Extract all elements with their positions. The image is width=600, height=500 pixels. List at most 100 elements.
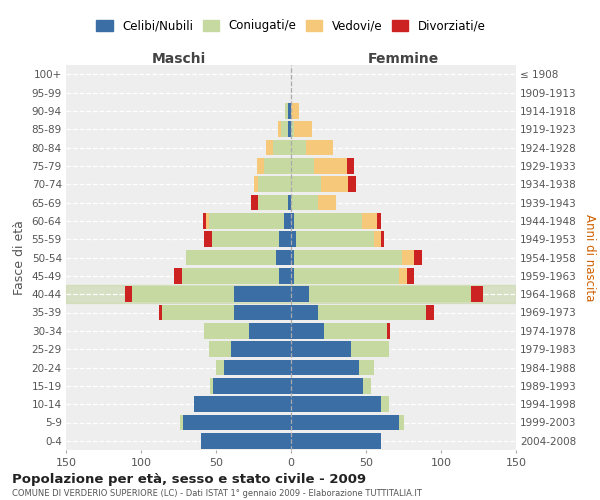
Bar: [264, 158, 291, 174]
Bar: [231, 342, 291, 357]
Y-axis label: Anni di nascita: Anni di nascita: [583, 214, 596, 301]
Bar: [291, 286, 309, 302]
Bar: [203, 213, 205, 228]
Bar: [125, 286, 132, 302]
Bar: [291, 232, 296, 247]
Bar: [291, 378, 363, 394]
Bar: [348, 176, 355, 192]
Bar: [209, 213, 284, 228]
Bar: [276, 250, 291, 266]
Y-axis label: Fasce di età: Fasce di età: [13, 220, 26, 295]
Bar: [281, 122, 288, 137]
Bar: [296, 232, 373, 247]
Bar: [291, 396, 381, 412]
Bar: [174, 268, 182, 283]
Bar: [294, 122, 312, 137]
Bar: [347, 158, 354, 174]
Bar: [318, 304, 426, 320]
Bar: [285, 103, 288, 118]
Bar: [321, 176, 348, 192]
Bar: [212, 232, 279, 247]
Bar: [291, 250, 294, 266]
Bar: [291, 342, 351, 357]
Bar: [182, 268, 279, 283]
Bar: [377, 213, 381, 228]
Text: Maschi: Maschi: [151, 52, 206, 66]
Bar: [291, 140, 306, 156]
Bar: [183, 414, 291, 430]
Bar: [279, 232, 291, 247]
Bar: [201, 433, 291, 448]
Bar: [162, 304, 234, 320]
Bar: [251, 194, 258, 210]
Bar: [426, 304, 433, 320]
Bar: [414, 250, 421, 266]
Bar: [258, 176, 291, 192]
Bar: [216, 360, 223, 376]
Bar: [209, 342, 231, 357]
Bar: [258, 194, 288, 210]
Bar: [66, 285, 516, 304]
Bar: [359, 360, 373, 376]
Bar: [132, 286, 234, 302]
Bar: [159, 304, 162, 320]
Bar: [351, 342, 389, 357]
Bar: [306, 140, 333, 156]
Bar: [204, 323, 249, 338]
Bar: [381, 396, 389, 412]
Bar: [213, 378, 291, 394]
Bar: [210, 378, 213, 394]
Bar: [291, 213, 294, 228]
Bar: [254, 176, 258, 192]
Bar: [407, 268, 414, 283]
Bar: [291, 122, 294, 137]
Bar: [399, 414, 404, 430]
Bar: [471, 286, 483, 302]
Bar: [291, 414, 399, 430]
Bar: [291, 194, 318, 210]
Bar: [291, 323, 324, 338]
Bar: [291, 433, 381, 448]
Bar: [318, 194, 336, 210]
Bar: [291, 360, 359, 376]
Text: Femmine: Femmine: [368, 52, 439, 66]
Bar: [257, 158, 264, 174]
Bar: [294, 250, 402, 266]
Bar: [291, 158, 314, 174]
Text: COMUNE DI VERDERIO SUPERIORE (LC) - Dati ISTAT 1° gennaio 2009 - Elaborazione TU: COMUNE DI VERDERIO SUPERIORE (LC) - Dati…: [12, 489, 422, 498]
Bar: [309, 286, 471, 302]
Bar: [324, 323, 387, 338]
Legend: Celibi/Nubili, Coniugati/e, Vedovi/e, Divorziati/e: Celibi/Nubili, Coniugati/e, Vedovi/e, Di…: [94, 17, 488, 34]
Bar: [205, 213, 209, 228]
Bar: [314, 158, 347, 174]
Bar: [288, 122, 291, 137]
Bar: [223, 360, 291, 376]
Text: Popolazione per età, sesso e stato civile - 2009: Popolazione per età, sesso e stato civil…: [12, 472, 366, 486]
Bar: [288, 103, 291, 118]
Bar: [234, 286, 291, 302]
Bar: [381, 232, 384, 247]
Bar: [279, 268, 291, 283]
Bar: [291, 176, 321, 192]
Bar: [387, 323, 390, 338]
Bar: [291, 304, 318, 320]
Bar: [373, 232, 381, 247]
Bar: [361, 213, 377, 228]
Bar: [204, 232, 212, 247]
Bar: [186, 250, 276, 266]
Bar: [402, 250, 414, 266]
Bar: [288, 194, 291, 210]
Bar: [399, 268, 407, 283]
Bar: [294, 213, 361, 228]
Bar: [234, 304, 291, 320]
Bar: [249, 323, 291, 338]
Bar: [180, 414, 183, 430]
Bar: [284, 213, 291, 228]
Bar: [277, 122, 281, 137]
Bar: [265, 140, 273, 156]
Bar: [291, 103, 299, 118]
Bar: [363, 378, 371, 394]
Bar: [294, 268, 399, 283]
Bar: [193, 396, 291, 412]
Bar: [273, 140, 291, 156]
